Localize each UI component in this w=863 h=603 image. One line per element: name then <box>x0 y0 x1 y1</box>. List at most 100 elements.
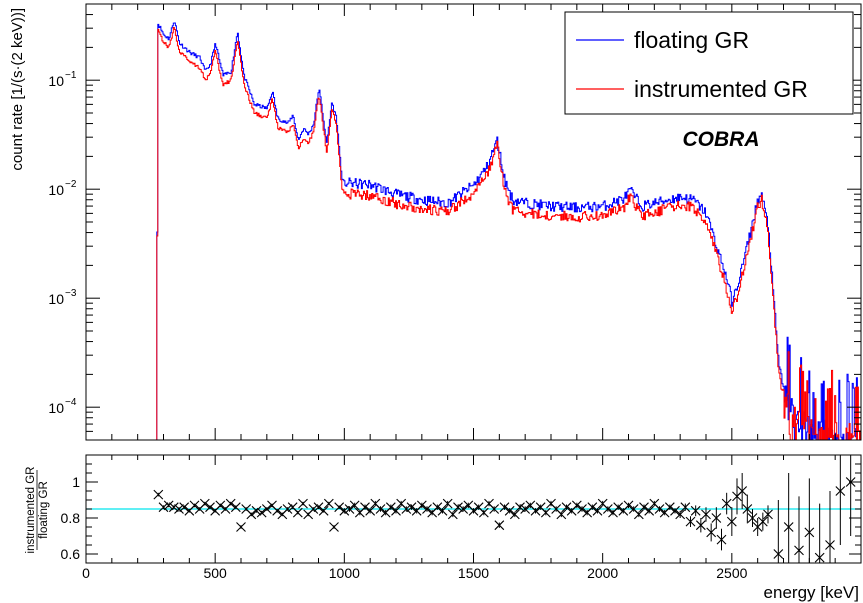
ratio-point <box>199 498 210 509</box>
y-tick-exponent: −3 <box>65 288 77 299</box>
ratio-point <box>726 507 737 536</box>
ratio-point <box>375 504 386 514</box>
bottom-x-ticks: 0 500 1000 1500 2000 2500 <box>82 455 862 581</box>
ratio-point <box>530 505 541 516</box>
ratio-point <box>365 505 376 516</box>
ratio-point <box>453 502 463 513</box>
ratio-point <box>835 455 846 545</box>
ratio-point <box>639 502 649 513</box>
ratio-point <box>520 504 531 514</box>
ratio-point <box>763 505 773 524</box>
bottom-y-ticks: 0.6 0.8 1 <box>61 463 861 562</box>
ratio-point <box>256 507 267 518</box>
ratio-point <box>499 502 510 513</box>
ratio-point <box>675 509 686 520</box>
bottom-panel: 0 500 1000 1500 2000 2500 0.6 0.8 1 instrumente… <box>25 454 862 602</box>
ratio-point <box>261 504 272 514</box>
ratio-point <box>613 502 624 513</box>
ratio-point <box>690 505 701 517</box>
ratio-axis-label: instrumented GR floating GR <box>25 467 50 554</box>
y-tick-exponent: −1 <box>65 70 77 81</box>
ratio-point <box>385 502 396 513</box>
ratio-point <box>323 498 334 509</box>
ratio-point <box>571 500 582 511</box>
ratio-point <box>334 502 345 513</box>
ratio-point <box>602 504 613 514</box>
ratio-point <box>163 500 174 511</box>
ratio-point <box>168 502 179 513</box>
ratio-point <box>664 502 675 513</box>
ratio-point <box>478 507 489 518</box>
ratio-point <box>339 505 350 516</box>
ratio-point <box>225 498 236 509</box>
ratio-point <box>246 509 257 520</box>
x-tick-label: 2000 <box>587 565 618 581</box>
ratio-point <box>680 502 691 513</box>
x-tick-label: 0 <box>82 565 90 581</box>
ratio-point <box>447 509 458 520</box>
ratio-point <box>701 507 711 522</box>
ratio-point <box>654 504 665 514</box>
ratio-point <box>742 494 753 524</box>
legend-label-floating: floating GR <box>634 27 749 53</box>
ratio-point <box>670 505 680 516</box>
ratio-point <box>189 500 200 511</box>
legend: floating GR instrumented GR <box>564 11 854 115</box>
top-panel: 10−110−210−310−4 count rate [1/(s·(2 keV… <box>9 3 862 441</box>
x-tick-label: 1000 <box>329 565 360 581</box>
ratio-point <box>494 520 505 531</box>
ratio-point <box>308 504 319 514</box>
top-x-ticks <box>85 4 862 440</box>
ratio-point <box>313 502 324 513</box>
ratio-point <box>468 505 479 516</box>
ratio-point <box>633 509 644 520</box>
ratio-point <box>644 505 655 516</box>
ratio-point <box>282 504 293 514</box>
ratio-point <box>298 498 308 509</box>
ratio-point <box>344 504 355 514</box>
legend-label-instrumented: instrumented GR <box>634 76 808 102</box>
ratio-point <box>737 473 748 509</box>
ratio-point <box>561 502 572 513</box>
ratio-point <box>158 502 169 513</box>
ratio-point <box>205 502 215 513</box>
y-tick-label: 10 <box>48 291 64 307</box>
ratio-points <box>153 455 856 563</box>
ratio-point <box>825 491 835 563</box>
ratio-point <box>489 504 500 514</box>
y-tick-label: 10 <box>48 182 64 198</box>
ratio-point <box>721 492 732 515</box>
ratio-y-tick-label: 0.8 <box>61 510 81 526</box>
ratio-point <box>747 509 758 527</box>
x-tick-label: 500 <box>203 565 227 581</box>
ratio-point <box>318 505 329 516</box>
ratio-point <box>422 504 432 514</box>
ratio-point <box>623 500 634 511</box>
ratio-point <box>685 516 696 527</box>
ratio-point <box>711 507 722 529</box>
ratio-point <box>794 496 804 563</box>
y-tick-label: 10 <box>48 400 64 416</box>
x-tick-label: 2500 <box>716 565 747 581</box>
ratio-point <box>773 500 784 563</box>
ratio-point <box>437 505 448 516</box>
ratio-y-tick-label: 1 <box>72 474 80 490</box>
ratio-point <box>577 504 587 514</box>
ratio-point <box>179 502 190 513</box>
ratio-point <box>540 507 551 518</box>
top-y-ticks: 10−110−210−310−4 <box>48 3 861 441</box>
series-line-1 <box>86 27 862 441</box>
ratio-point <box>251 505 262 516</box>
ratio-point <box>406 502 417 513</box>
ratio-point <box>509 509 520 520</box>
top-y-axis-label: count rate [1/(s·(2 keV))] <box>9 8 26 171</box>
x-tick-label: 1500 <box>458 565 489 581</box>
ratio-point <box>442 498 453 509</box>
ratio-point <box>349 500 360 511</box>
x-axis-label: energy [keV] <box>764 583 859 602</box>
ratio-point <box>401 504 412 514</box>
ratio-label-denominator: floating GR <box>38 481 50 539</box>
ratio-point <box>432 502 443 513</box>
y-tick-exponent: −2 <box>65 179 77 190</box>
y-tick-label: 10 <box>48 73 64 89</box>
